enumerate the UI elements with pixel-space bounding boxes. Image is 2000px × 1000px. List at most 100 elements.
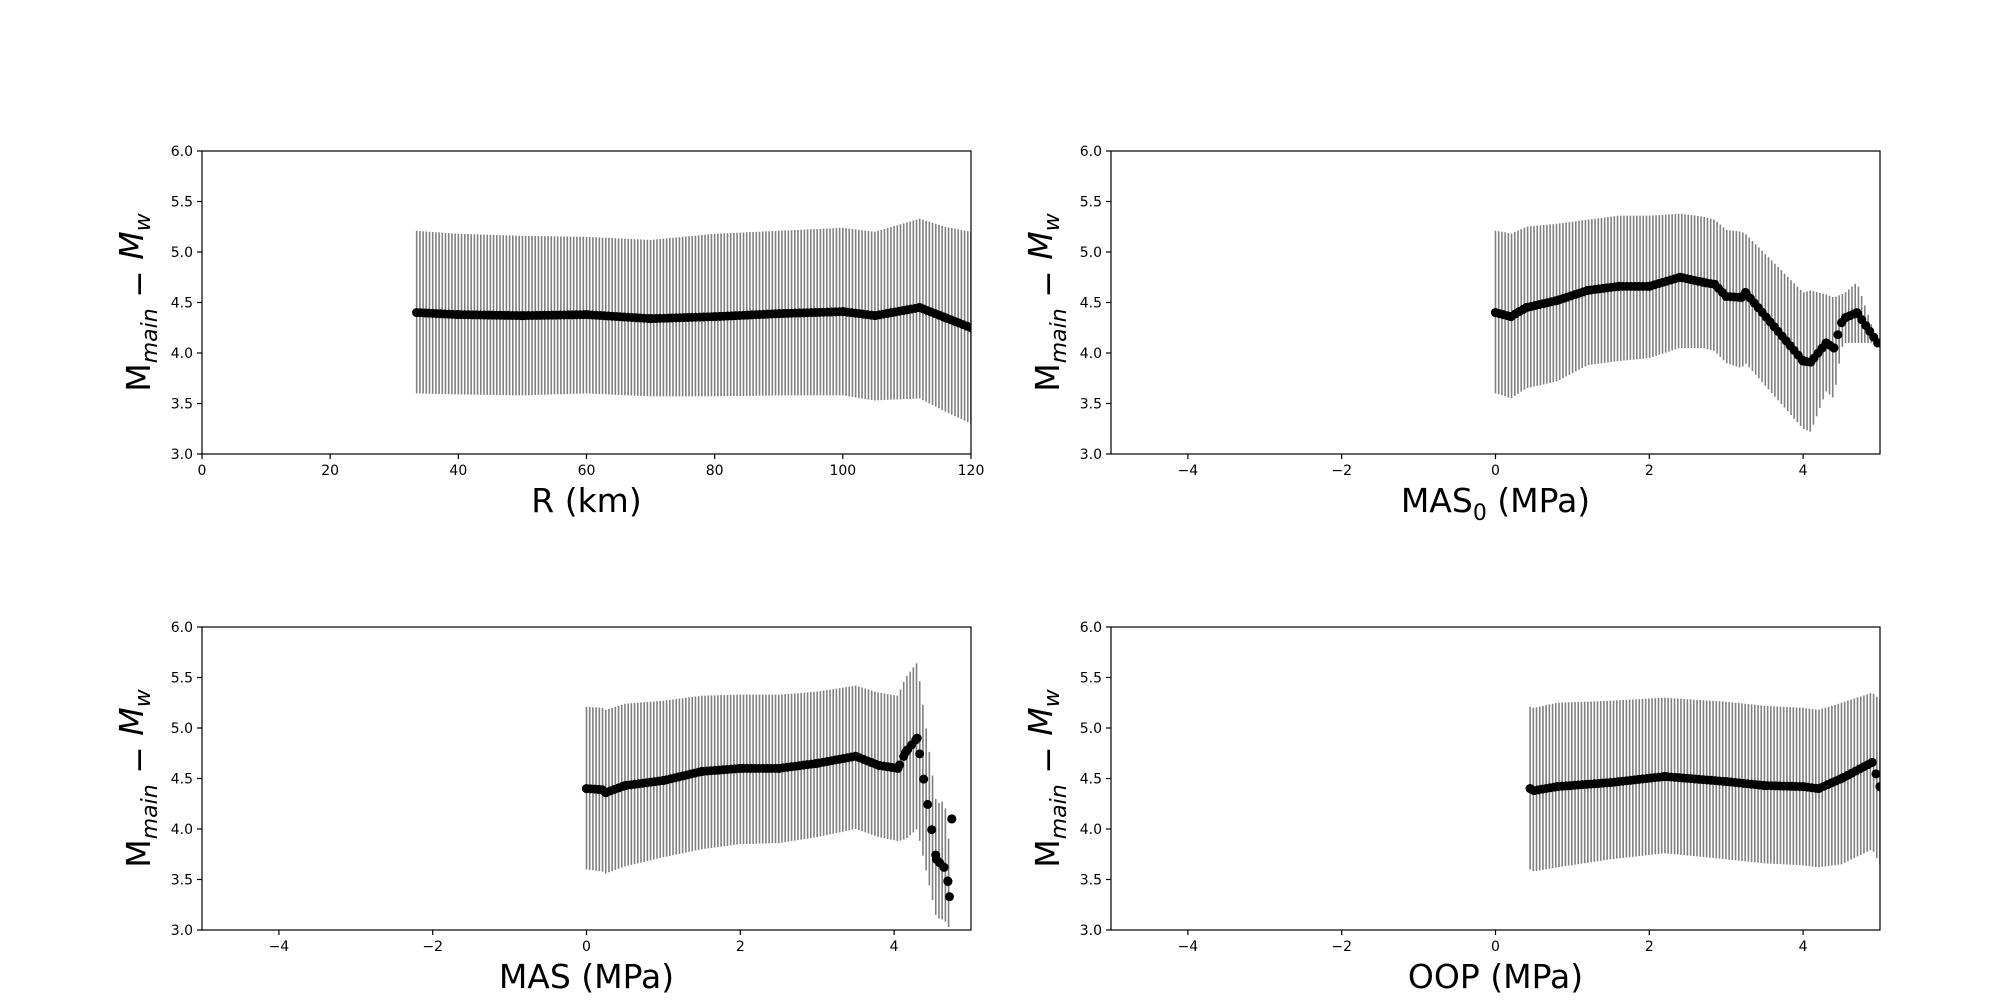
chart-panel-4: −4 −2 0 2 4 3.0 3.5 4.0 4.5 5.0 5.5 6.0 OOP (MPa) Mma… — [1021, 620, 1881, 996]
y-tick-label: 3.5 — [171, 873, 193, 889]
data-point — [1644, 281, 1654, 291]
data-point — [1614, 281, 1624, 291]
y-tick-label: 4.5 — [171, 772, 193, 788]
data-point — [944, 892, 954, 902]
x-tick-label: 80 — [706, 463, 724, 479]
data-point — [1806, 357, 1816, 367]
data-point — [1675, 272, 1685, 282]
y-axis-label: Mmain − Mw — [112, 212, 163, 392]
data-point — [851, 751, 861, 761]
data-point — [517, 311, 527, 321]
x-axis-label: MAS (MPa) — [499, 957, 674, 996]
x-axis-label: MAS0 (MPa) — [1401, 481, 1590, 526]
data-point — [1552, 782, 1562, 792]
data-point — [1491, 308, 1500, 318]
y-tick-label: 5.0 — [171, 245, 193, 261]
x-tick-label: 4 — [1799, 463, 1808, 479]
y-tick-label: 3.0 — [1080, 923, 1102, 939]
y-tick-label: 6.0 — [1080, 144, 1102, 160]
data-point — [874, 760, 884, 770]
y-tick-label: 4.0 — [1080, 346, 1102, 362]
y-tick-label: 4.0 — [171, 822, 193, 838]
data-point — [1875, 782, 1880, 792]
data-point — [620, 781, 630, 791]
y-axis-label: Mmain − Mw — [1021, 212, 1072, 392]
data-point — [1698, 277, 1708, 287]
data-point — [939, 862, 949, 872]
x-tick-label: 120 — [958, 463, 985, 479]
data-point — [940, 313, 950, 323]
data-point — [1798, 782, 1808, 792]
data-point — [1521, 303, 1531, 313]
x-tick-label: 0 — [582, 939, 591, 955]
x-tick-label: 40 — [449, 463, 467, 479]
data-point — [927, 825, 937, 835]
y-axis-label: Mmain − Mw — [112, 688, 163, 868]
x-tick-label: −4 — [269, 939, 290, 955]
data-point — [1760, 781, 1770, 791]
data-point — [893, 763, 903, 773]
data-point — [1829, 343, 1839, 353]
x-tick-label: −4 — [1178, 463, 1199, 479]
data-point — [931, 854, 941, 864]
marker-group — [582, 733, 957, 902]
data-point — [1660, 771, 1670, 781]
data-point — [912, 733, 922, 743]
chart-panel-2: −4 −2 0 2 4 3.0 3.5 4.0 4.5 5.0 5.5 6.0 MAS0 (MPa) Mm… — [1021, 144, 1881, 526]
data-point — [646, 314, 656, 324]
x-tick-label: 100 — [829, 463, 856, 479]
y-tick-label: 3.0 — [1080, 447, 1102, 463]
x-tick-label: 4 — [890, 939, 899, 955]
data-point — [1552, 295, 1562, 305]
data-point — [1721, 777, 1731, 787]
y-tick-label: 6.0 — [1080, 620, 1102, 636]
y-tick-label: 5.0 — [171, 721, 193, 737]
data-point — [947, 814, 957, 824]
x-tick-label: 0 — [198, 463, 207, 479]
data-point — [697, 766, 707, 776]
data-point — [1798, 356, 1808, 366]
y-axis-label: Mmain − Mw — [1021, 688, 1072, 868]
y-tick-label: 3.0 — [171, 447, 193, 463]
data-point — [1852, 308, 1862, 318]
chart-panel-1: 0 20 40 60 80 100 120 3.0 3.5 4.0 4.5 5.0 5.5 6.0 R (k… — [112, 144, 984, 520]
y-tick-label: 5.5 — [171, 671, 193, 687]
y-tick-label: 3.5 — [1080, 397, 1102, 413]
data-point — [774, 309, 784, 319]
y-tick-label: 6.0 — [171, 144, 193, 160]
data-point — [582, 310, 591, 320]
x-tick-label: −2 — [1331, 939, 1352, 955]
y-tick-label: 4.5 — [1080, 296, 1102, 312]
data-point — [838, 307, 848, 317]
x-axis-label: OOP (MPa) — [1408, 957, 1583, 996]
data-point — [915, 749, 925, 759]
data-point — [1710, 279, 1720, 289]
y-tick-label: 6.0 — [171, 620, 193, 636]
data-point — [1833, 330, 1843, 340]
data-point — [1529, 786, 1539, 796]
y-tick-label: 3.5 — [1080, 873, 1102, 889]
y-tick-label: 4.5 — [1080, 772, 1102, 788]
y-tick-label: 5.5 — [171, 195, 193, 211]
y-tick-label: 5.0 — [1080, 245, 1102, 261]
y-tick-label: 5.5 — [1080, 195, 1102, 211]
data-point — [710, 312, 720, 322]
data-point — [582, 784, 591, 794]
data-point — [1837, 774, 1847, 783]
data-point — [1840, 313, 1850, 323]
x-axis-label: R (km) — [531, 481, 641, 520]
y-tick-label: 5.0 — [1080, 721, 1102, 737]
data-point — [966, 323, 971, 333]
x-tick-label: 0 — [1491, 939, 1500, 955]
data-point — [412, 308, 422, 318]
data-point — [870, 311, 880, 321]
data-point — [1498, 310, 1508, 320]
data-point — [735, 763, 745, 773]
marker-group — [1491, 272, 1880, 367]
data-point — [943, 877, 953, 887]
chart-panel-3: −4 −2 0 2 4 3.0 3.5 4.0 4.5 5.0 5.5 6.0 MAS (MPa) Mma… — [112, 620, 972, 996]
x-tick-label: −2 — [422, 939, 443, 955]
